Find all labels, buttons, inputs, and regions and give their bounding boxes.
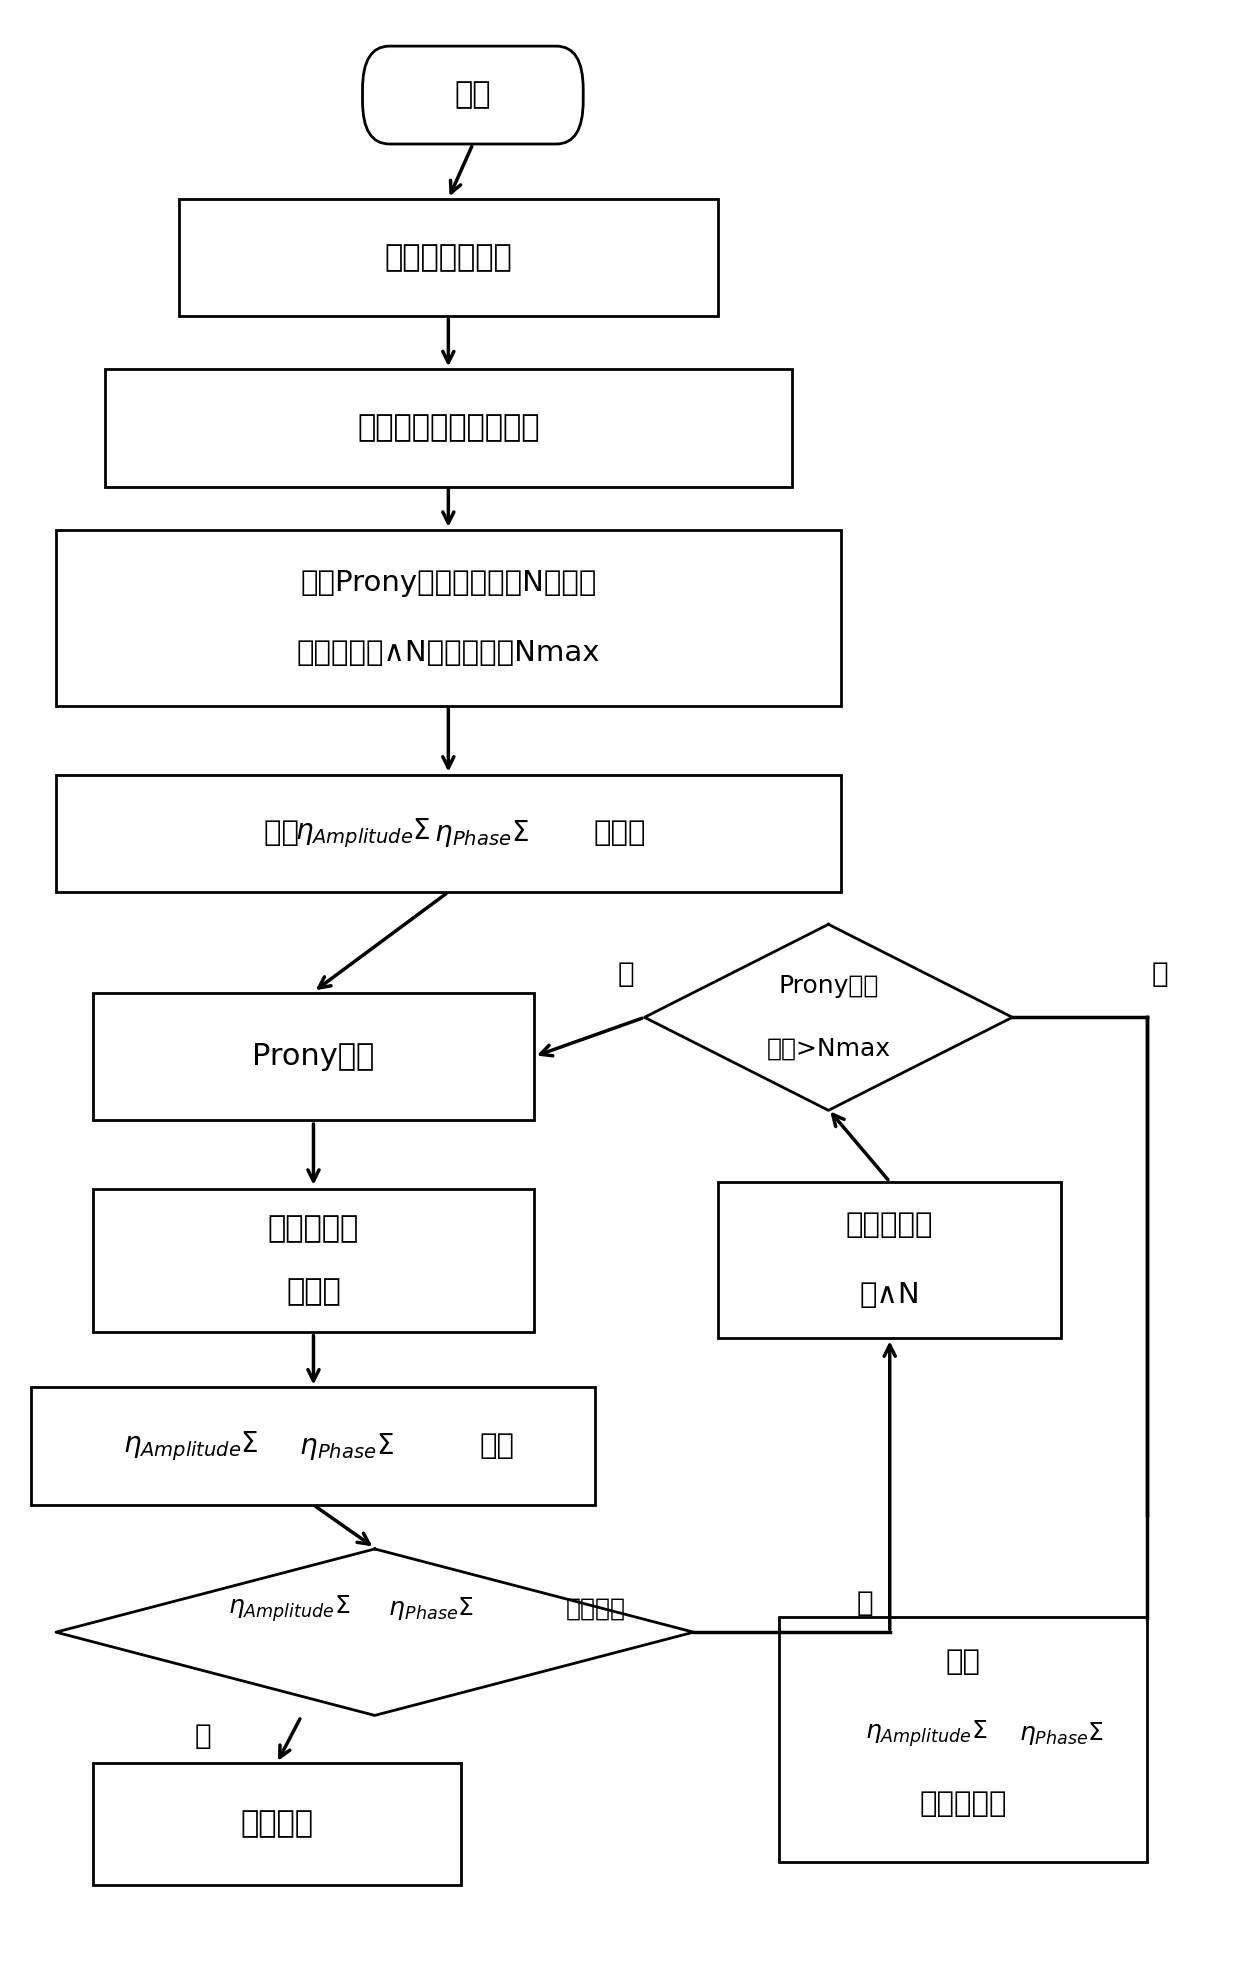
- Text: 目标值: 目标值: [594, 818, 646, 848]
- Text: $\eta_{Amplitude}\Sigma$: $\eta_{Amplitude}\Sigma$: [866, 1720, 988, 1749]
- FancyBboxPatch shape: [56, 530, 841, 706]
- Text: 算法阶数增: 算法阶数增: [846, 1211, 934, 1238]
- FancyBboxPatch shape: [93, 1189, 534, 1331]
- Text: $\eta_{Amplitude}\Sigma$: $\eta_{Amplitude}\Sigma$: [295, 816, 430, 850]
- Text: 开始: 开始: [455, 81, 491, 110]
- Text: 满足要求: 满足要求: [565, 1597, 625, 1621]
- Text: $\eta_{Phase}\Sigma$: $\eta_{Phase}\Sigma$: [1019, 1720, 1104, 1747]
- Polygon shape: [645, 925, 1012, 1110]
- Text: 是: 是: [1151, 960, 1168, 988]
- Text: 不同类型曲线振幅折算: 不同类型曲线振幅折算: [357, 414, 539, 442]
- Text: 增加的阶数∧N和最高阶数Nmax: 增加的阶数∧N和最高阶数Nmax: [296, 639, 600, 667]
- FancyBboxPatch shape: [93, 1763, 460, 1885]
- FancyBboxPatch shape: [56, 775, 841, 891]
- Text: Prony算法: Prony算法: [779, 974, 879, 998]
- FancyBboxPatch shape: [362, 45, 583, 144]
- Text: 读入多类型数据: 读入多类型数据: [384, 243, 512, 272]
- Text: 计算: 计算: [480, 1432, 515, 1459]
- Text: 主导振荡模: 主导振荡模: [268, 1215, 360, 1242]
- Polygon shape: [56, 1548, 693, 1716]
- Text: 加∧N: 加∧N: [859, 1282, 920, 1309]
- Text: 阶数>Nmax: 阶数>Nmax: [766, 1037, 890, 1061]
- Text: 否: 否: [857, 1589, 873, 1617]
- FancyBboxPatch shape: [179, 199, 718, 316]
- FancyBboxPatch shape: [780, 1617, 1147, 1862]
- Text: 式识别: 式识别: [286, 1278, 341, 1305]
- Text: Prony计算: Prony计算: [253, 1041, 374, 1071]
- Text: $\eta_{Amplitude}\Sigma$: $\eta_{Amplitude}\Sigma$: [123, 1430, 259, 1463]
- Text: 设置: 设置: [264, 818, 309, 848]
- Text: 最小的结果: 最小的结果: [920, 1791, 1007, 1818]
- FancyBboxPatch shape: [93, 992, 534, 1120]
- FancyBboxPatch shape: [31, 1388, 595, 1505]
- Text: $\eta_{Phase}\Sigma$: $\eta_{Phase}\Sigma$: [417, 818, 528, 848]
- Text: $\eta_{Phase}\Sigma$: $\eta_{Phase}\Sigma$: [283, 1430, 394, 1461]
- Text: 设置Prony算法初始阶数N、每次: 设置Prony算法初始阶数N、每次: [300, 568, 596, 598]
- Text: $\eta_{Phase}\Sigma$: $\eta_{Phase}\Sigma$: [373, 1595, 474, 1623]
- Text: 输出结果: 输出结果: [241, 1810, 314, 1838]
- Text: 输出: 输出: [946, 1647, 981, 1676]
- FancyBboxPatch shape: [105, 369, 791, 487]
- Text: 否: 否: [618, 960, 635, 988]
- Text: 是: 是: [195, 1722, 212, 1749]
- Text: $\eta_{Amplitude}\Sigma$: $\eta_{Amplitude}\Sigma$: [228, 1593, 350, 1625]
- FancyBboxPatch shape: [718, 1181, 1061, 1339]
